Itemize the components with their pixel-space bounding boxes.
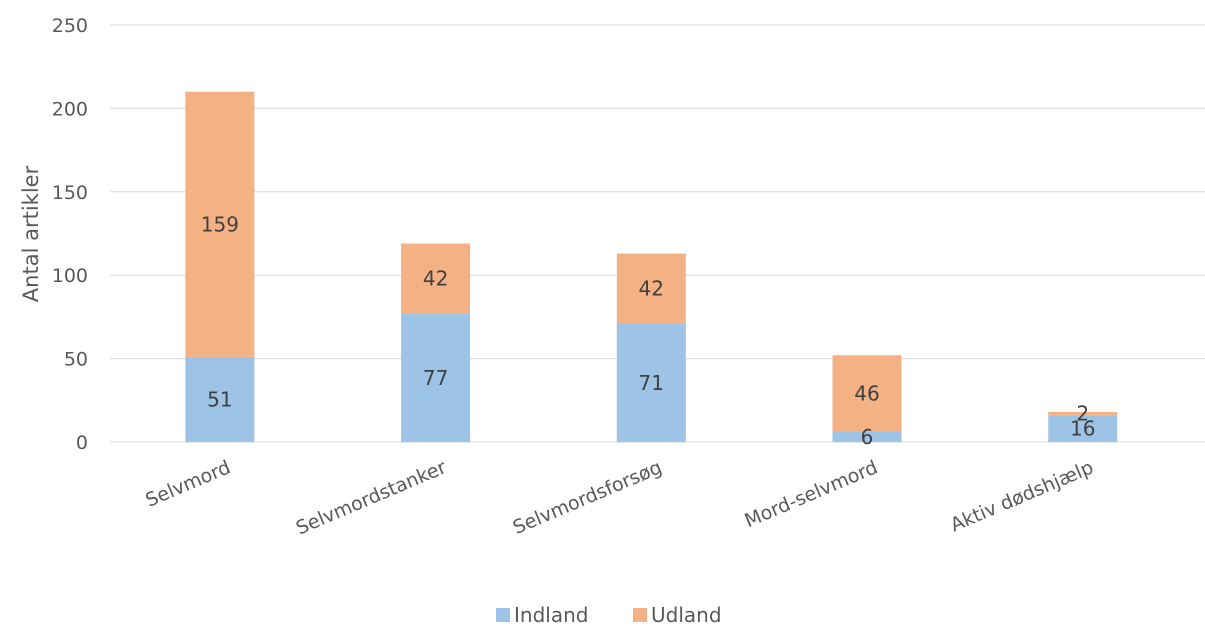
data-label-udland: 42 [639, 277, 664, 301]
bar-udland-2 [401, 243, 471, 314]
x-tick-label: Aktiv dødshjælp [947, 456, 1096, 536]
data-label-udland: 2 [1076, 402, 1089, 426]
legend-item-indland: Indland [496, 603, 588, 627]
data-label-indland: 6 [861, 425, 874, 449]
data-label-indland: 51 [207, 387, 232, 411]
data-label-indland: 77 [423, 366, 448, 390]
data-label-udland: 42 [423, 267, 448, 291]
y-tick-label: 150 [52, 182, 88, 204]
legend-swatch [633, 608, 647, 622]
x-tick-label: Selvmord [142, 456, 233, 511]
data-label-indland: 16 [1070, 417, 1095, 441]
bar-udland-5 [1048, 411, 1118, 416]
bar-indland-1 [185, 356, 255, 442]
data-labels: 51 159 77 42 71 42 6 46 162 [201, 212, 1096, 449]
x-tick-label: Selvmordstanker [293, 456, 450, 539]
data-label-indland: 71 [639, 371, 664, 395]
legend-item-udland: Udland [633, 603, 722, 627]
bar-udland-3 [616, 253, 686, 324]
y-tick-label: 200 [52, 98, 88, 120]
legend-swatch [496, 608, 510, 622]
y-tick-label: 50 [64, 349, 88, 371]
bars [185, 91, 1118, 442]
bar-indland-2 [401, 313, 471, 442]
x-tick-label: Selvmordsforsøg [510, 456, 665, 539]
bar-indland-3 [616, 323, 686, 442]
y-axis-ticks: 0 50 100 150 200 250 [52, 15, 88, 454]
bar-indland-5 [1048, 415, 1118, 442]
legend-label: Indland [514, 603, 588, 627]
legend: Indland Udland [496, 603, 722, 627]
data-label-udland: 159 [201, 212, 239, 236]
y-axis-title: Antal artikler [19, 165, 43, 302]
x-axis-categories: Selvmord Selvmordstanker Selvmordsforsøg Mo… [142, 456, 1096, 539]
legend-label: Udland [651, 603, 722, 627]
y-tick-label: 100 [52, 265, 88, 287]
bar-udland-1 [185, 91, 255, 357]
y-tick-label: 250 [52, 15, 88, 37]
y-tick-label: 0 [76, 432, 88, 454]
x-tick-label: Mord-selvmord [741, 456, 880, 532]
data-label-udland: 46 [854, 382, 879, 406]
bar-udland-4 [832, 355, 902, 432]
bar-indland-4 [832, 431, 902, 442]
